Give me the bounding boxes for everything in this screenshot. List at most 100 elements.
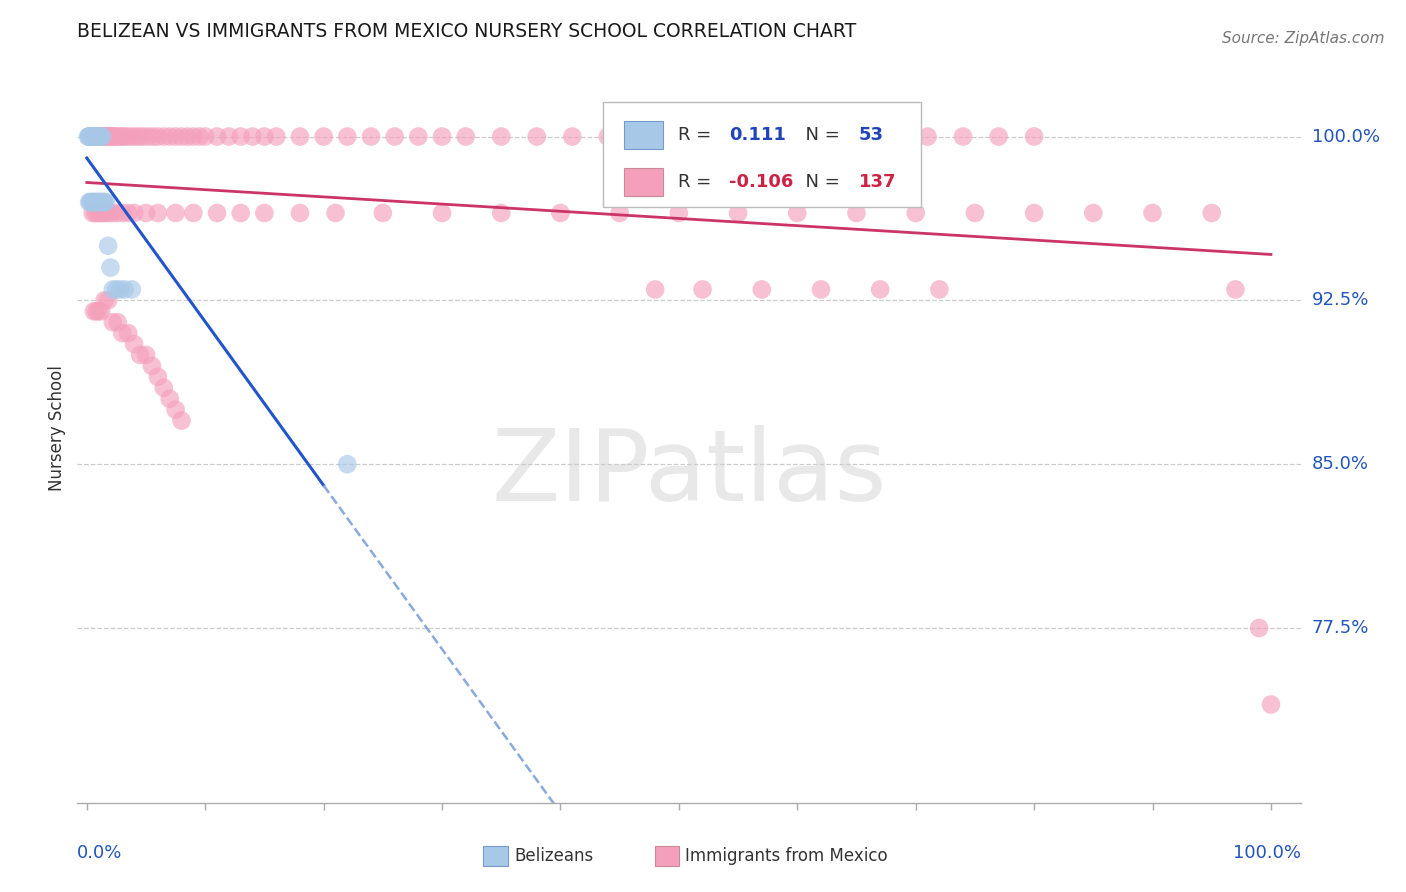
Point <box>129 348 152 362</box>
Point <box>253 206 276 220</box>
Point <box>89 129 111 144</box>
Point <box>165 402 187 417</box>
Point <box>82 129 104 144</box>
Point <box>86 129 108 144</box>
Point <box>152 381 174 395</box>
Point <box>1024 129 1046 144</box>
Point <box>176 129 198 144</box>
Point <box>93 129 115 144</box>
Point <box>82 129 104 144</box>
Point <box>845 129 868 144</box>
Point <box>79 195 101 210</box>
Point <box>89 129 111 144</box>
Point <box>79 129 101 144</box>
Point <box>644 282 666 296</box>
Point <box>90 304 112 318</box>
Point <box>142 129 165 144</box>
Text: R =: R = <box>678 126 717 145</box>
Point <box>79 129 101 144</box>
Point <box>79 129 101 144</box>
Point <box>90 129 112 144</box>
Point <box>111 326 134 340</box>
Point <box>79 129 101 144</box>
Point <box>135 206 157 220</box>
Point <box>87 129 110 144</box>
Point <box>561 129 583 144</box>
Point <box>100 206 122 220</box>
Point <box>83 304 105 318</box>
Point <box>141 359 163 373</box>
Point <box>104 129 127 144</box>
FancyBboxPatch shape <box>624 121 664 150</box>
Point <box>125 129 148 144</box>
Point <box>101 282 124 296</box>
Point <box>80 129 103 144</box>
Point <box>83 129 105 144</box>
Point <box>91 195 114 210</box>
Point <box>963 206 986 220</box>
Text: BELIZEAN VS IMMIGRANTS FROM MEXICO NURSERY SCHOOL CORRELATION CHART: BELIZEAN VS IMMIGRANTS FROM MEXICO NURSE… <box>77 21 856 41</box>
Point <box>89 206 111 220</box>
Point <box>692 282 714 296</box>
Point <box>93 129 115 144</box>
FancyBboxPatch shape <box>655 846 679 866</box>
Point <box>84 129 107 144</box>
Point <box>87 304 110 318</box>
Text: 77.5%: 77.5% <box>1312 619 1369 637</box>
Point <box>82 129 104 144</box>
Point <box>1249 621 1271 635</box>
Point <box>80 129 103 144</box>
Point <box>117 206 139 220</box>
FancyBboxPatch shape <box>624 168 664 196</box>
Point <box>170 129 193 144</box>
Point <box>90 129 112 144</box>
Point <box>77 195 100 210</box>
Point <box>430 206 453 220</box>
Point <box>115 129 138 144</box>
Point <box>703 129 725 144</box>
Text: -0.106: -0.106 <box>730 173 793 191</box>
Point <box>146 129 169 144</box>
Point <box>668 129 690 144</box>
Point <box>312 129 335 144</box>
Point <box>86 129 108 144</box>
Point <box>122 337 145 351</box>
Point <box>1083 206 1105 220</box>
Point <box>159 392 181 406</box>
Point <box>229 129 252 144</box>
Point <box>371 206 394 220</box>
Point <box>288 206 311 220</box>
Point <box>132 129 155 144</box>
Text: 0.0%: 0.0% <box>77 845 122 863</box>
Point <box>751 282 773 296</box>
Point <box>108 282 131 296</box>
Point <box>146 369 169 384</box>
Point <box>229 206 252 220</box>
Point <box>98 129 121 144</box>
Point <box>1260 698 1282 712</box>
Text: Belizeans: Belizeans <box>515 847 593 865</box>
Text: Source: ZipAtlas.com: Source: ZipAtlas.com <box>1222 31 1385 46</box>
Point <box>87 129 110 144</box>
Point <box>87 195 110 210</box>
Point <box>430 129 453 144</box>
Point <box>91 129 114 144</box>
Point <box>188 129 211 144</box>
Point <box>90 195 112 210</box>
Point <box>159 129 181 144</box>
Point <box>165 129 187 144</box>
Point <box>91 206 114 220</box>
Point <box>94 195 117 210</box>
Point <box>84 206 107 220</box>
Point <box>810 129 832 144</box>
Point <box>118 129 141 144</box>
Point <box>101 315 124 329</box>
Point <box>152 129 174 144</box>
Point <box>100 129 122 144</box>
Point <box>384 129 406 144</box>
Text: 85.0%: 85.0% <box>1312 455 1368 473</box>
Point <box>727 206 749 220</box>
Point <box>987 129 1010 144</box>
Point <box>86 206 108 220</box>
Point <box>84 304 107 318</box>
